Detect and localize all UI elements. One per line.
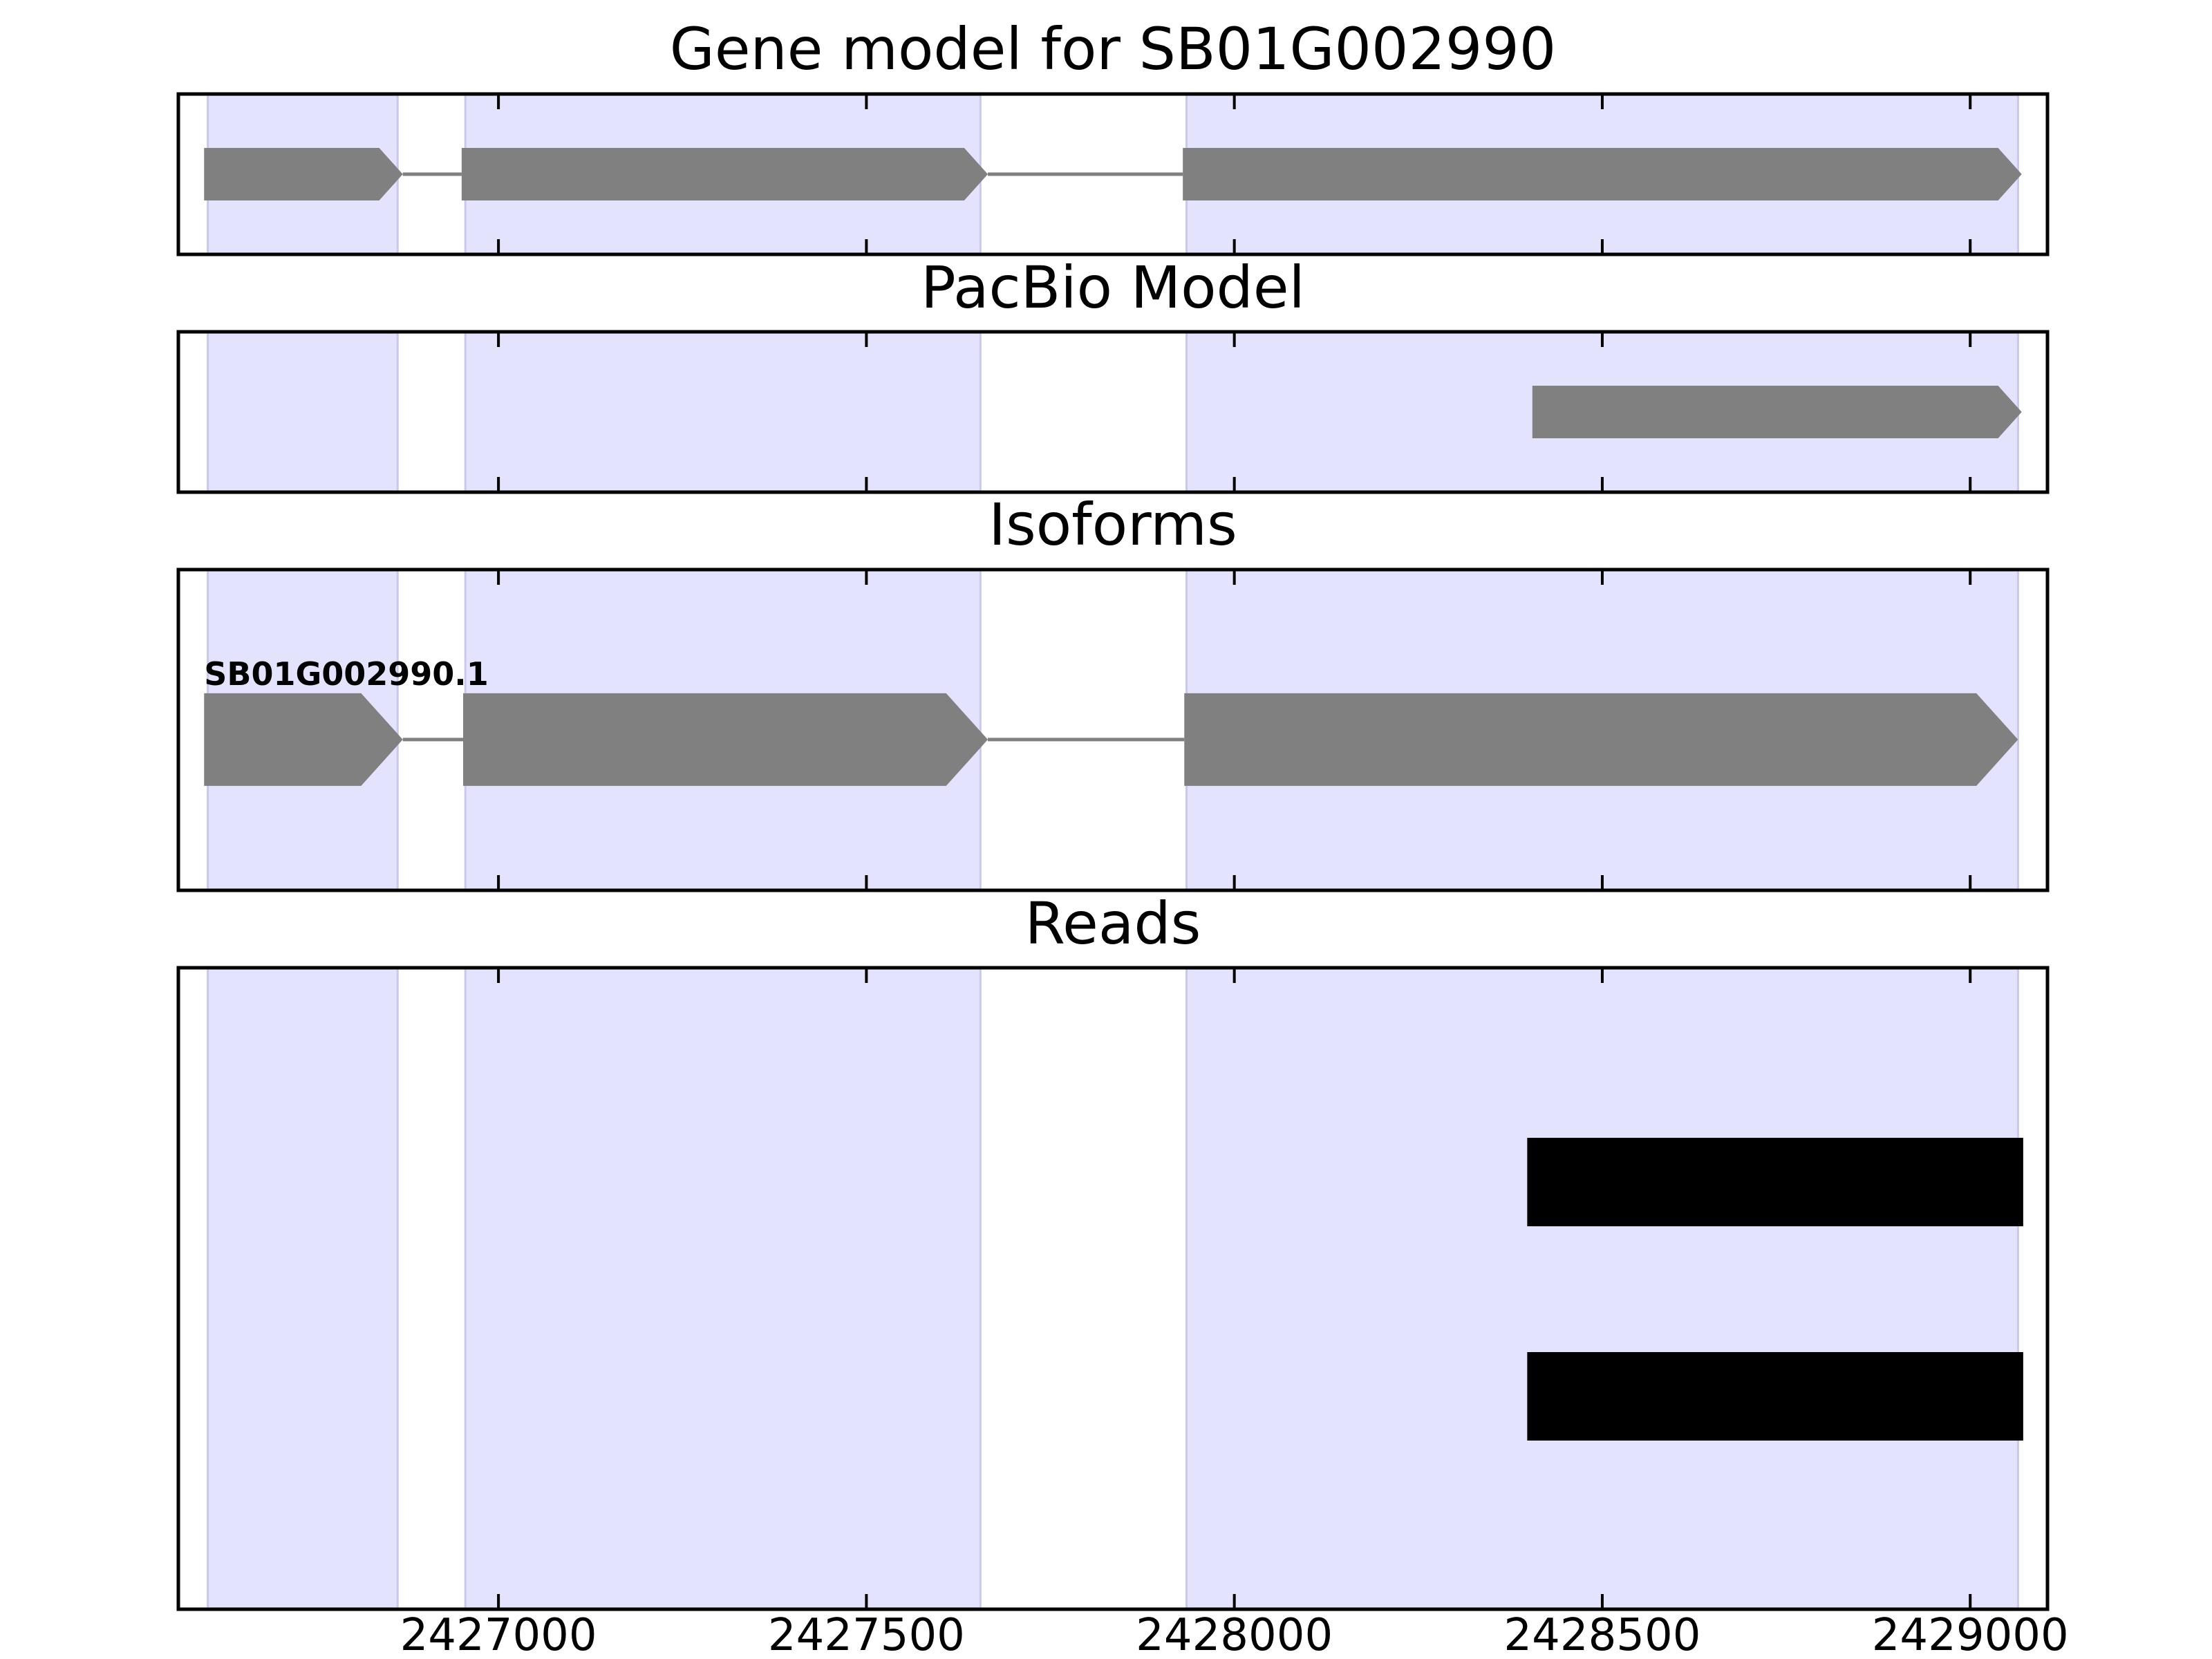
x-tick-label: 2427000 xyxy=(400,1610,597,1659)
highlight-region-1 xyxy=(207,966,399,1611)
panel-reads: Reads xyxy=(176,890,2050,1611)
x-tick-label: 2428500 xyxy=(1503,1610,1700,1659)
axes-frame xyxy=(176,330,2050,494)
gene-model-exon-2 xyxy=(461,148,988,200)
highlight-region-2 xyxy=(464,966,982,1611)
panel-title-gene-model: Gene model for SB01G002990 xyxy=(670,15,1556,83)
pacbio-model-exon-1 xyxy=(1532,386,2022,438)
gene-model-exon-3 xyxy=(1183,148,2022,200)
highlight-region-2 xyxy=(464,330,982,494)
x-tick-label: 2427500 xyxy=(768,1610,965,1659)
x-tick-label: 2429000 xyxy=(1872,1610,2069,1659)
isoform-1-exon-2 xyxy=(462,693,988,786)
panel-gene-model: Gene model for SB01G002990 xyxy=(176,15,2050,256)
plot-area-isoforms: SB01G002990.1 xyxy=(176,568,2050,892)
axes-frame xyxy=(176,966,2050,1611)
highlight-region-1 xyxy=(207,330,399,494)
axes-frame xyxy=(176,92,2050,256)
gene-model-exon-1 xyxy=(204,148,403,200)
read-1 xyxy=(1527,1138,2023,1226)
panel-pacbio-model: PacBio Model xyxy=(176,254,2050,494)
x-axis-tick-labels: 2427000 2427500 2428000 2428500 2429000 xyxy=(400,1610,2069,1659)
axes-frame xyxy=(176,568,2050,892)
x-tick-label: 2428000 xyxy=(1136,1610,1333,1659)
panel-title-reads: Reads xyxy=(1025,890,1201,957)
isoform-1-exon-1 xyxy=(204,693,403,786)
plot-area-gene-model xyxy=(176,92,2050,256)
plot-area-reads xyxy=(176,966,2050,1611)
panel-title-pacbio-model: PacBio Model xyxy=(921,254,1305,321)
isoform-1-exon-3 xyxy=(1184,693,2018,786)
panel-title-isoforms: Isoforms xyxy=(988,491,1237,559)
plot-area-pacbio-model xyxy=(176,330,2050,494)
isoform-label: SB01G002990.1 xyxy=(204,655,488,693)
highlight-region-3 xyxy=(1185,966,2019,1611)
panel-isoforms: Isoforms SB01G002990.1 xyxy=(176,491,2050,892)
read-2 xyxy=(1527,1352,2023,1441)
